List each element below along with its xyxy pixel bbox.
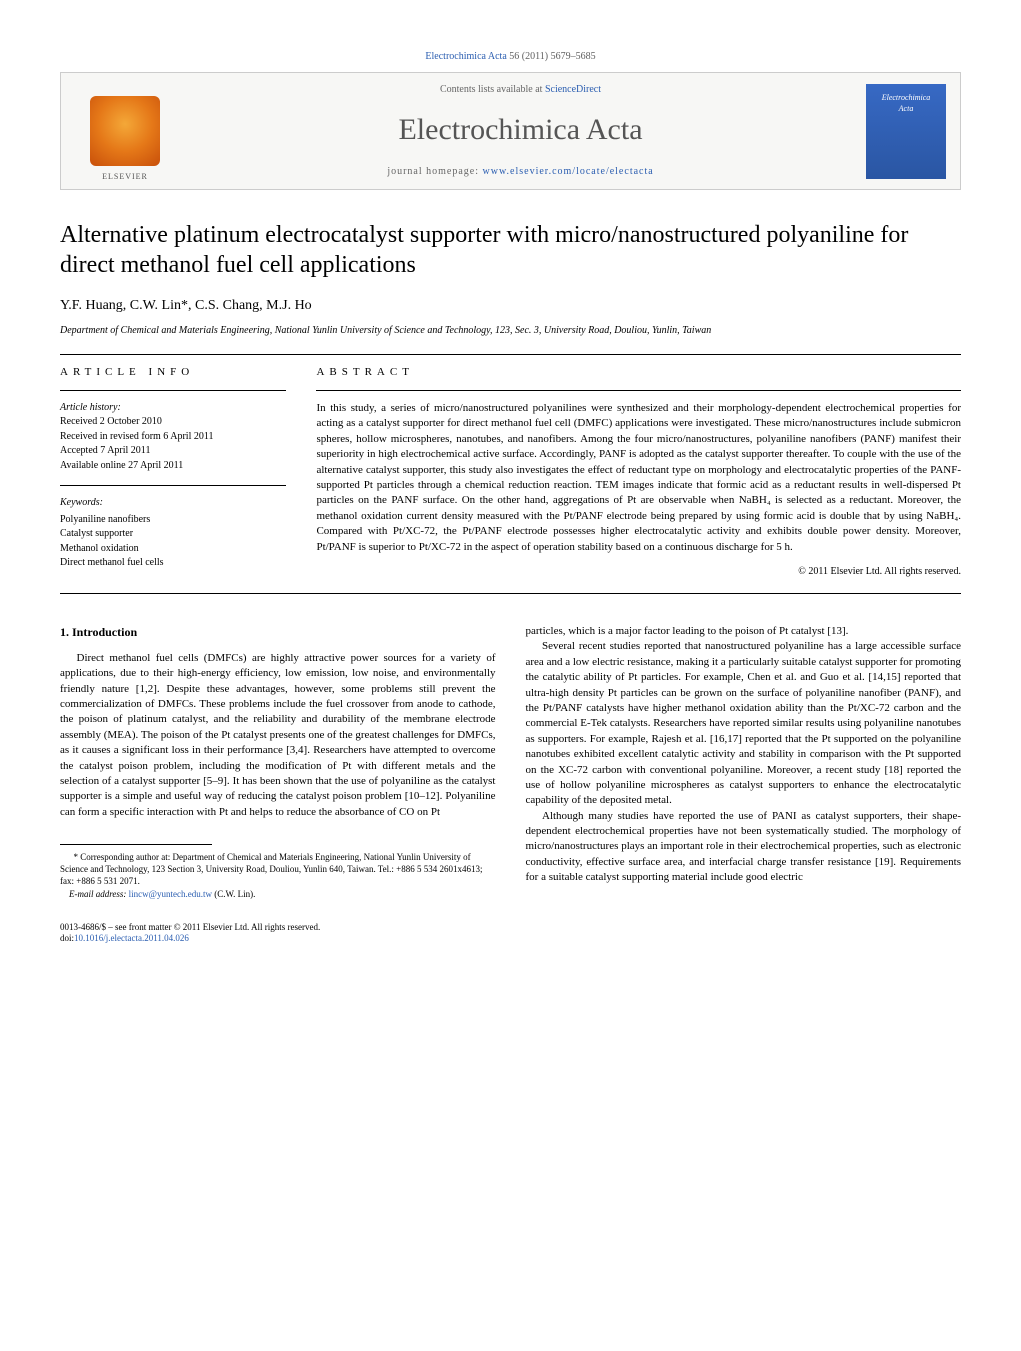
history-received: Received 2 October 2010	[60, 416, 162, 427]
page-footer: 0013-4686/$ – see front matter © 2011 El…	[60, 922, 961, 945]
journal-name: Electrochimica Acta	[187, 109, 854, 151]
rule-top	[60, 354, 961, 355]
left-paragraph-1: Direct methanol fuel cells (DMFCs) are h…	[60, 651, 496, 820]
abstract-column: abstract In this study, a series of micr…	[316, 365, 961, 583]
email-link[interactable]: lincw@yuntech.edu.tw	[129, 889, 212, 899]
contents-prefix: Contents lists available at	[440, 84, 545, 95]
authors-line: Y.F. Huang, C.W. Lin*, C.S. Chang, M.J. …	[60, 296, 961, 316]
article-history: Article history: Received 2 October 2010…	[60, 401, 286, 474]
doi-prefix: doi:	[60, 933, 74, 943]
footnote-email: E-mail address: lincw@yuntech.edu.tw (C.…	[60, 888, 496, 900]
abstract-text: In this study, a series of micro/nanostr…	[316, 401, 961, 555]
abstract-rule	[316, 390, 961, 391]
homepage-link[interactable]: www.elsevier.com/locate/electacta	[483, 166, 654, 177]
footer-doi: doi:10.1016/j.electacta.2011.04.026	[60, 933, 961, 945]
rule-bottom	[60, 593, 961, 594]
article-title: Alternative platinum electrocatalyst sup…	[60, 220, 961, 280]
keywords-label: Keywords:	[60, 496, 286, 511]
publisher-logo-area	[75, 96, 175, 166]
citation-suffix: 56 (2011) 5679–5685	[507, 51, 596, 62]
body-columns: 1. Introduction Direct methanol fuel cel…	[60, 624, 961, 900]
sciencedirect-link[interactable]: ScienceDirect	[545, 84, 601, 95]
keyword-1: Polyaniline nanofibers	[60, 514, 150, 525]
email-suffix: (C.W. Lin).	[212, 889, 255, 899]
cover-line2: Acta	[899, 103, 914, 114]
homepage-prefix: journal homepage:	[387, 166, 482, 177]
info-rule-2	[60, 485, 286, 486]
keyword-2: Catalyst supporter	[60, 528, 133, 539]
footer-issn: 0013-4686/$ – see front matter © 2011 El…	[60, 922, 961, 934]
footnote-fax: fax: +886 5 531 2071.	[60, 875, 496, 887]
homepage-line: journal homepage: www.elsevier.com/locat…	[187, 165, 854, 179]
info-rule-1	[60, 390, 286, 391]
affiliation-line: Department of Chemical and Materials Eng…	[60, 324, 961, 338]
email-prefix: E-mail address:	[69, 889, 129, 899]
keyword-4: Direct methanol fuel cells	[60, 557, 164, 568]
info-heading: article info	[60, 365, 286, 380]
banner-center: Contents lists available at ScienceDirec…	[175, 83, 866, 179]
keywords-block: Keywords: Polyaniline nanofibers Catalys…	[60, 496, 286, 571]
article-info-column: article info Article history: Received 2…	[60, 365, 286, 583]
right-paragraph-1: particles, which is a major factor leadi…	[526, 624, 962, 639]
footnote-block: * Corresponding author at: Department of…	[60, 851, 496, 900]
cover-line1: Electrochimica	[882, 92, 931, 103]
history-online: Available online 27 April 2011	[60, 460, 183, 471]
section-1-heading: 1. Introduction	[60, 624, 496, 641]
history-accepted: Accepted 7 April 2011	[60, 445, 150, 456]
abstract-heading: abstract	[316, 365, 961, 380]
info-abstract-row: article info Article history: Received 2…	[60, 365, 961, 583]
elsevier-logo-icon	[90, 96, 160, 166]
body-left-column: 1. Introduction Direct methanol fuel cel…	[60, 624, 496, 900]
doi-link[interactable]: 10.1016/j.electacta.2011.04.026	[74, 933, 189, 943]
keyword-3: Methanol oxidation	[60, 543, 139, 554]
journal-banner: Contents lists available at ScienceDirec…	[60, 72, 961, 190]
abstract-copyright: © 2011 Elsevier Ltd. All rights reserved…	[316, 565, 961, 579]
contents-line: Contents lists available at ScienceDirec…	[187, 83, 854, 97]
header-citation: Electrochimica Acta 56 (2011) 5679–5685	[60, 50, 961, 64]
footnote-separator	[60, 844, 212, 845]
citation-journal-link[interactable]: Electrochimica Acta	[425, 51, 506, 62]
page: Electrochimica Acta 56 (2011) 5679–5685 …	[0, 0, 1021, 995]
right-paragraph-3: Although many studies have reported the …	[526, 809, 962, 886]
journal-cover-thumb: Electrochimica Acta	[866, 84, 946, 179]
right-paragraph-2: Several recent studies reported that nan…	[526, 639, 962, 808]
history-revised: Received in revised form 6 April 2011	[60, 431, 213, 442]
body-right-column: particles, which is a major factor leadi…	[526, 624, 962, 900]
history-label: Article history:	[60, 402, 121, 413]
footnote-corresponding: * Corresponding author at: Department of…	[60, 851, 496, 875]
